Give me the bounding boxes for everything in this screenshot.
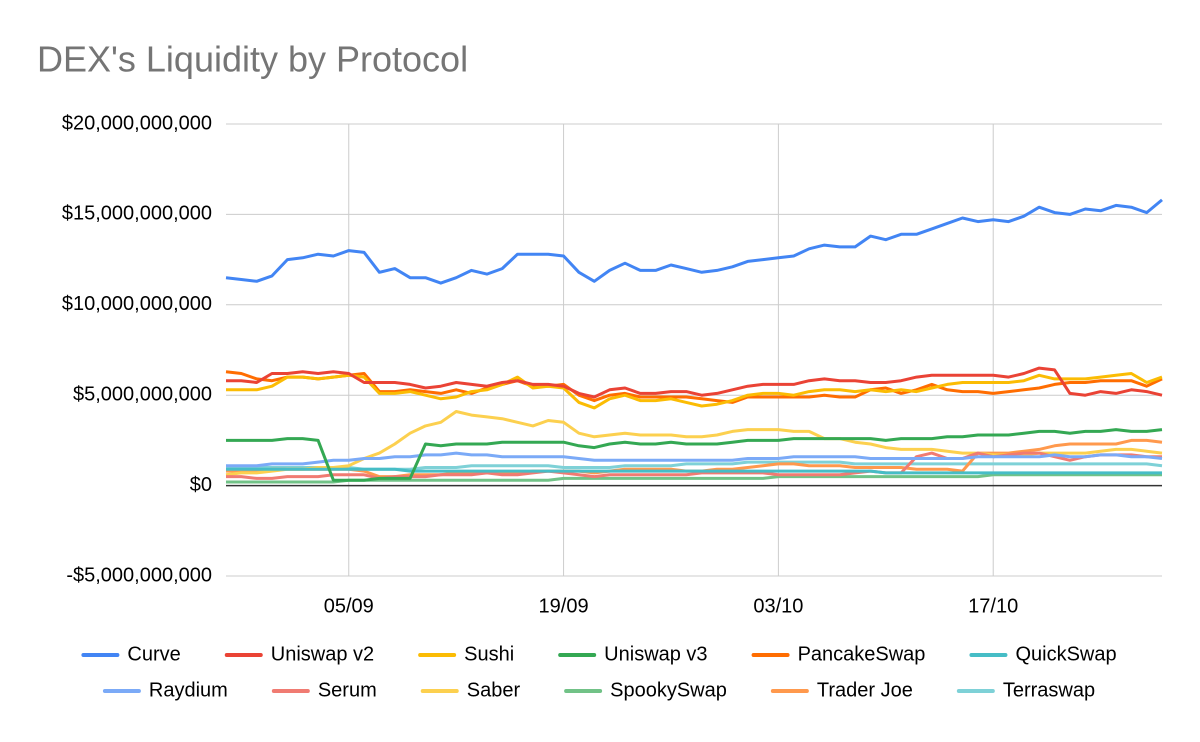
legend-item: Raydium	[102, 679, 228, 701]
x-tick-label: 19/09	[539, 595, 589, 617]
legend-item: Saber	[420, 679, 521, 701]
legend-item: Trader Joe	[770, 679, 913, 701]
legend-label: QuickSwap	[1015, 643, 1116, 665]
y-tick-label: -$5,000,000,000	[66, 564, 212, 586]
legend-item: Uniswap v2	[224, 643, 374, 665]
y-tick-label: $0	[190, 474, 212, 496]
y-tick-label: $15,000,000,000	[62, 203, 212, 225]
legend-label: Terraswap	[1003, 679, 1095, 701]
x-tick-label: 03/10	[753, 595, 803, 617]
series-line	[226, 428, 1163, 482]
series-line	[226, 473, 1162, 484]
legend-item: SpookySwap	[564, 679, 727, 701]
legend-label: Raydium	[149, 679, 228, 701]
y-tick-label: $10,000,000,000	[62, 293, 212, 315]
x-tick-label: 17/10	[968, 595, 1018, 617]
legend-label: Serum	[318, 679, 377, 701]
legend-label: SpookySwap	[610, 679, 727, 701]
legend-label: Curve	[127, 643, 180, 665]
legend-label: Sushi	[464, 643, 514, 665]
legend-label: Saber	[467, 679, 521, 701]
series-line	[226, 451, 1163, 468]
legend-label: Uniswap v2	[271, 643, 374, 665]
grid	[226, 123, 1162, 577]
x-tick-label: 05/09	[324, 595, 374, 617]
legend-item: PancakeSwap	[751, 643, 926, 665]
legend: Curve Uniswap v2 Sushi Uniswap v3 PancakeSwa…	[81, 643, 1117, 701]
chart-title: DEX's Liquidity by Protocol	[37, 39, 468, 80]
legend-label: PancakeSwap	[798, 643, 926, 665]
legend-item: Sushi	[418, 643, 514, 665]
series-line	[225, 370, 1163, 404]
legend-label: Trader Joe	[817, 679, 913, 701]
lines	[225, 198, 1163, 484]
legend-item: Serum	[271, 679, 377, 701]
legend-item: Terraswap	[956, 679, 1095, 701]
y-tick-label: $5,000,000,000	[73, 383, 212, 405]
series-line	[226, 372, 1163, 410]
y-tick-label: $20,000,000,000	[62, 112, 212, 134]
series-line	[226, 467, 1162, 475]
legend-label: Uniswap v3	[604, 643, 707, 665]
series-line	[225, 198, 1163, 285]
legend-item: Curve	[81, 643, 181, 665]
series-line	[226, 366, 1163, 399]
legend-item: Uniswap v3	[558, 643, 708, 665]
legend-item: QuickSwap	[969, 643, 1117, 665]
